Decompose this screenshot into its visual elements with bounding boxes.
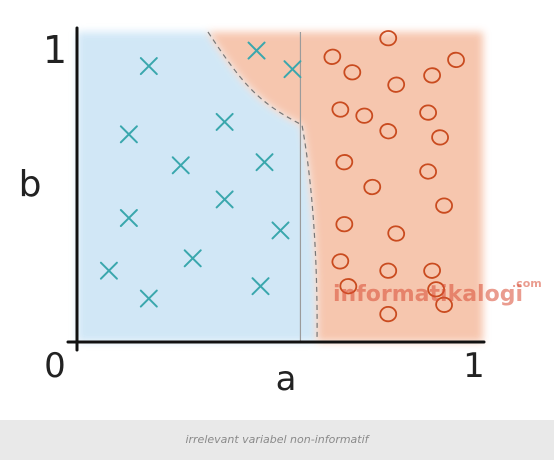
o-marker-point-13 <box>419 163 438 180</box>
watermark-text: informatikalogi <box>333 282 523 307</box>
o-marker-point-9 <box>419 104 438 121</box>
watermark-suffix: .com <box>512 277 542 290</box>
y-max-tick-label: 1 <box>43 28 67 72</box>
x-marker-point-9 <box>271 221 290 240</box>
o-marker-point-21 <box>427 281 445 298</box>
o-marker-point-0 <box>379 30 398 47</box>
x-marker-point-6 <box>255 153 274 172</box>
o-marker-point-23 <box>379 305 398 323</box>
x-axis-label: a <box>276 359 297 399</box>
x-marker-point-4 <box>119 125 138 144</box>
o-marker-point-20 <box>339 278 358 295</box>
o-marker-point-2 <box>343 64 362 81</box>
x-marker-point-5 <box>171 156 190 175</box>
o-marker-point-5 <box>423 67 441 84</box>
image-caption: irrelevant variabel non-informatif <box>0 420 554 460</box>
x-marker-point-0 <box>139 57 158 76</box>
o-marker-point-8 <box>379 123 398 140</box>
region-layer <box>77 32 483 342</box>
o-marker-point-18 <box>379 262 398 279</box>
x-marker-point-2 <box>283 60 302 79</box>
points-layer <box>99 30 465 323</box>
o-marker-point-10 <box>335 154 354 171</box>
orange-region <box>208 32 483 342</box>
decision-boundary-curve <box>207 31 318 343</box>
o-marker-point-7 <box>355 107 374 124</box>
o-marker-point-19 <box>423 262 441 279</box>
o-marker-point-16 <box>435 197 453 214</box>
o-marker-point-12 <box>363 178 382 196</box>
y-axis-label: b <box>19 164 42 205</box>
x-marker-point-11 <box>99 261 118 280</box>
o-marker-point-4 <box>447 51 465 69</box>
o-marker-point-17 <box>331 253 350 270</box>
x-marker-point-7 <box>215 190 234 209</box>
x-marker-point-3 <box>215 112 234 131</box>
x-marker-point-8 <box>119 209 138 227</box>
o-marker-point-6 <box>331 101 350 118</box>
x-marker-point-1 <box>247 41 266 60</box>
o-marker-point-11 <box>431 129 449 146</box>
x-max-tick-label: 1 <box>463 346 485 386</box>
plot-area: 1 0 1 a b informatikalogi .com <box>19 26 542 399</box>
scatter-plot: 1 0 1 a b informatikalogi .com <box>19 26 542 399</box>
x-marker-point-10 <box>183 249 202 268</box>
o-marker-point-1 <box>323 48 342 65</box>
x-marker-point-13 <box>139 289 158 308</box>
o-marker-point-22 <box>435 296 453 313</box>
o-marker-point-15 <box>387 225 406 242</box>
o-marker-point-14 <box>335 216 354 233</box>
o-marker-point-3 <box>387 76 406 93</box>
x-marker-point-12 <box>251 277 270 296</box>
blue-region <box>77 32 318 342</box>
origin-tick-label: 0 <box>44 346 66 386</box>
